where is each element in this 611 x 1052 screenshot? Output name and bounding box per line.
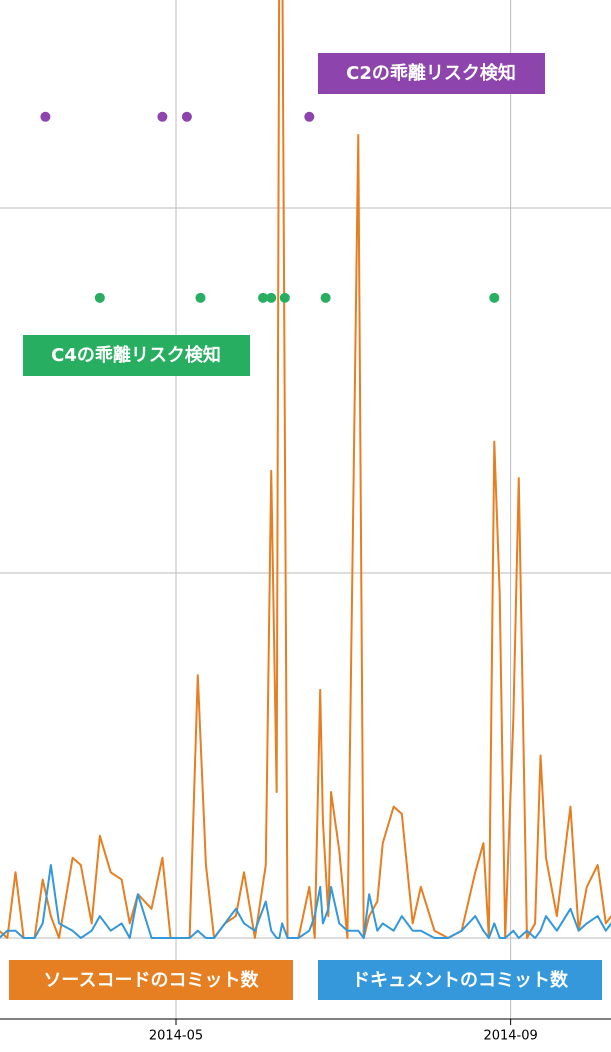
legend-label: ソースコードのコミット数 [43, 969, 259, 991]
legend-label: ドキュメントのコミット数 [352, 969, 569, 991]
detection-dot [320, 292, 331, 303]
c2-label: C2の乖離リスク検知 [346, 62, 516, 84]
detection-dot [195, 292, 206, 303]
c4-label-box [23, 335, 250, 376]
detection-dot [304, 111, 315, 122]
c2-label-box [318, 53, 545, 94]
legend-box-source [9, 960, 293, 1000]
detection-dot [258, 292, 269, 303]
detection-dot [266, 292, 277, 303]
line-series [0, 864, 611, 939]
line-series [0, 0, 611, 939]
detection-dot [40, 111, 51, 122]
x-tick-label: 2014-09 [483, 1029, 537, 1044]
detection-dot [489, 292, 500, 303]
legend-box-docs [318, 960, 602, 1000]
c4-label: C4の乖離リスク検知 [51, 344, 221, 366]
detection-dot [94, 292, 105, 303]
detection-dot [157, 111, 168, 122]
detection-dot [181, 111, 192, 122]
detection-dot [279, 292, 290, 303]
x-tick-label: 2014-05 [149, 1029, 203, 1044]
